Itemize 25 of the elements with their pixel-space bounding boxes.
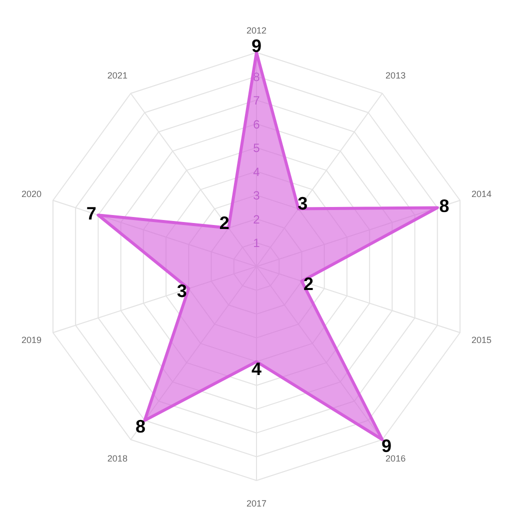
data-label: 8 (135, 416, 146, 437)
y-tick-label: 2 (253, 212, 260, 226)
spoke-label: 2013 (386, 70, 406, 81)
y-tick-label: 5 (253, 141, 260, 156)
y-tick-label: 1 (253, 236, 260, 250)
spoke-label: 2012 (246, 25, 267, 36)
spoke-label: 2020 (21, 188, 42, 199)
spoke-label: 2019 (21, 335, 42, 346)
data-label: 8 (439, 196, 450, 216)
spoke-label: 2015 (472, 335, 492, 346)
y-tick-label: 6 (253, 117, 260, 132)
spoke-label: 2018 (107, 453, 128, 464)
data-label: 7 (86, 203, 96, 224)
spoke-label: 2021 (107, 70, 128, 81)
y-tick-label: 4 (253, 164, 260, 179)
spoke-label: 2016 (386, 453, 406, 464)
spoke-label: 2017 (246, 498, 267, 509)
y-tick-label: 7 (253, 94, 260, 108)
y-tick-label: 3 (253, 188, 260, 203)
spoke-label: 2014 (472, 188, 492, 199)
data-label: 9 (381, 436, 392, 456)
y-tick-label: 8 (253, 70, 260, 84)
data-label: 9 (251, 36, 262, 56)
data-label: 3 (176, 281, 187, 302)
data-label: 2 (304, 274, 314, 294)
